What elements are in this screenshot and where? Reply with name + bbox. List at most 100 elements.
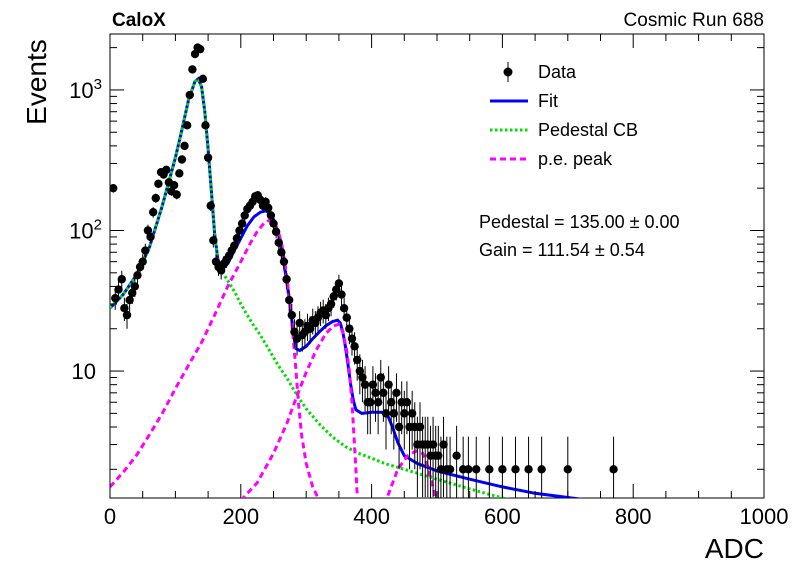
data-point bbox=[452, 451, 461, 460]
y-tick-label: 103 bbox=[69, 76, 102, 103]
data-point bbox=[436, 465, 446, 474]
data-points bbox=[110, 43, 618, 498]
data-point bbox=[284, 295, 294, 305]
data-point bbox=[271, 227, 281, 236]
data-point bbox=[381, 409, 391, 418]
fit-annotations: Pedestal = 135.00 ± 0.00 Gain = 111.54 ± … bbox=[479, 212, 680, 260]
data-point bbox=[389, 409, 399, 418]
data-point bbox=[277, 248, 286, 257]
data-point bbox=[295, 318, 304, 328]
data-point bbox=[114, 285, 123, 294]
data-point bbox=[240, 211, 249, 220]
data-point bbox=[355, 366, 365, 376]
x-tick-label: 400 bbox=[353, 504, 390, 529]
data-point bbox=[162, 165, 171, 175]
data-point bbox=[366, 398, 375, 407]
x-tick-label: 600 bbox=[484, 504, 521, 529]
data-point bbox=[169, 181, 179, 190]
data-point bbox=[130, 282, 140, 291]
data-point bbox=[329, 292, 338, 301]
data-point bbox=[609, 465, 618, 474]
y-tick-label: 102 bbox=[69, 216, 102, 243]
data-point bbox=[334, 279, 344, 288]
series-pedestal-cb bbox=[110, 76, 509, 498]
data-point bbox=[345, 324, 354, 333]
data-point bbox=[274, 238, 283, 247]
data-point bbox=[537, 465, 546, 474]
x-tick-label: 1000 bbox=[740, 504, 789, 529]
fit-annotation: Gain = 111.54 ± 0.54 bbox=[479, 240, 645, 260]
data-point bbox=[128, 288, 137, 298]
data-point bbox=[133, 271, 142, 280]
data-point bbox=[353, 355, 362, 365]
data-point bbox=[415, 422, 425, 432]
data-point bbox=[464, 465, 473, 474]
series-p-e-peak bbox=[110, 218, 320, 498]
data-point bbox=[232, 234, 242, 243]
data-point bbox=[177, 155, 187, 164]
data-point bbox=[143, 226, 153, 235]
data-point bbox=[235, 226, 244, 235]
data-point bbox=[185, 90, 194, 100]
axis-ticks: 0 200 400 600 800 1000 10 102 103 bbox=[69, 34, 788, 529]
plot-frame bbox=[109, 33, 765, 499]
data-point bbox=[206, 201, 215, 210]
data-point bbox=[148, 207, 158, 217]
data-point bbox=[392, 388, 401, 398]
legend: Data Fit Pedestal CB p.e. peak bbox=[490, 62, 638, 169]
series-p-e-peak-2 bbox=[241, 322, 359, 498]
data-point bbox=[287, 310, 297, 320]
data-point bbox=[350, 342, 359, 351]
data-point bbox=[216, 266, 226, 275]
plot-area bbox=[109, 33, 765, 499]
data-point bbox=[379, 388, 388, 398]
data-point bbox=[472, 465, 481, 474]
chart-title-right: Cosmic Run 688 bbox=[624, 10, 764, 31]
y-axis-title: Events bbox=[21, 39, 52, 125]
data-point bbox=[368, 380, 378, 389]
data-point bbox=[117, 275, 126, 284]
x-tick-label: 800 bbox=[615, 504, 652, 529]
data-point bbox=[485, 465, 494, 474]
data-point bbox=[230, 241, 239, 250]
data-point bbox=[180, 141, 189, 151]
data-point bbox=[151, 193, 160, 203]
data-point bbox=[524, 465, 533, 474]
data-point bbox=[138, 257, 147, 266]
data-point bbox=[201, 121, 210, 130]
data-point bbox=[428, 440, 438, 449]
data-point bbox=[439, 440, 448, 449]
data-point bbox=[358, 373, 367, 382]
chart-title-left: CaloX bbox=[112, 10, 166, 31]
y-tick-label: 10 bbox=[72, 359, 96, 384]
data-point bbox=[237, 219, 247, 228]
legend-label: Fit bbox=[538, 91, 558, 111]
data-point bbox=[337, 290, 346, 299]
data-point bbox=[434, 451, 443, 460]
fit-annotation: Pedestal = 135.00 ± 0.00 bbox=[479, 212, 680, 232]
data-point bbox=[342, 313, 351, 322]
data-point bbox=[511, 465, 520, 474]
legend-label: Data bbox=[538, 62, 577, 82]
data-point bbox=[400, 409, 409, 418]
data-point bbox=[394, 422, 404, 432]
data-point bbox=[154, 179, 163, 188]
data-point bbox=[339, 304, 349, 313]
data-point bbox=[198, 74, 208, 84]
data-point bbox=[282, 275, 291, 284]
data-point bbox=[305, 324, 315, 333]
data-point bbox=[120, 304, 129, 313]
data-point bbox=[209, 236, 218, 245]
data-point bbox=[384, 380, 393, 389]
data-point bbox=[188, 65, 197, 74]
data-point bbox=[264, 203, 273, 213]
data-point bbox=[141, 246, 150, 255]
data-point bbox=[125, 295, 134, 305]
data-point bbox=[326, 299, 336, 309]
data-point bbox=[445, 465, 455, 474]
legend-marker bbox=[503, 67, 513, 77]
data-point bbox=[122, 310, 132, 320]
data-point bbox=[290, 327, 299, 337]
data-point bbox=[266, 211, 276, 220]
